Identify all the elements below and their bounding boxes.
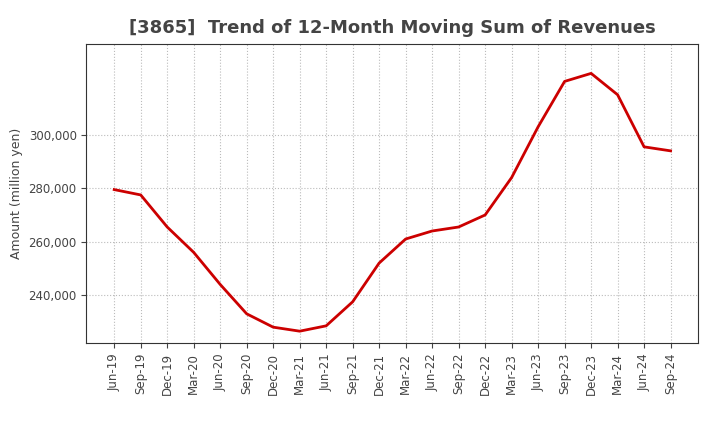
Title: [3865]  Trend of 12-Month Moving Sum of Revenues: [3865] Trend of 12-Month Moving Sum of R… — [129, 19, 656, 37]
Y-axis label: Amount (million yen): Amount (million yen) — [10, 128, 23, 259]
